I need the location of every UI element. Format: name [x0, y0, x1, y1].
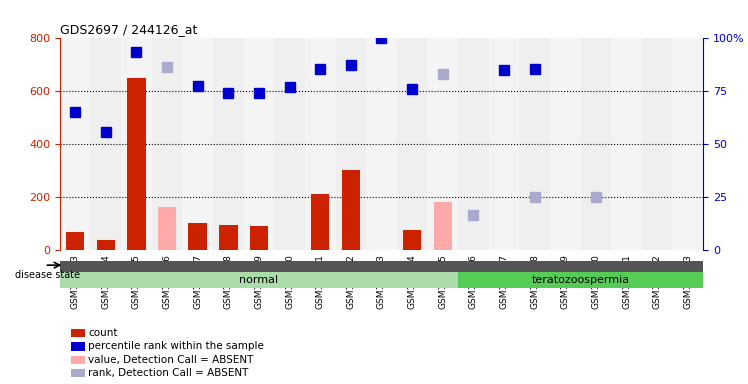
Bar	[275, 38, 305, 250]
Bar	[188, 223, 207, 250]
Bar	[60, 38, 91, 250]
Bar	[396, 38, 427, 250]
Bar	[311, 194, 329, 250]
Bar	[427, 38, 458, 250]
Text: disease state: disease state	[15, 270, 80, 280]
Bar	[336, 38, 367, 250]
Bar	[127, 78, 146, 250]
Text: normal: normal	[239, 275, 278, 285]
Bar	[305, 38, 336, 250]
Bar	[642, 38, 672, 250]
Bar	[121, 38, 152, 250]
Bar	[213, 38, 244, 250]
Text: rank, Detection Call = ABSENT: rank, Detection Call = ABSENT	[88, 368, 248, 378]
Bar	[244, 38, 275, 250]
FancyBboxPatch shape	[458, 272, 703, 288]
Bar	[91, 38, 121, 250]
Bar	[367, 38, 396, 250]
Bar	[66, 232, 85, 250]
Bar	[250, 226, 268, 250]
Bar	[158, 207, 177, 250]
Bar	[219, 225, 238, 250]
Bar	[672, 38, 703, 250]
Bar	[403, 230, 421, 250]
Bar	[550, 38, 580, 250]
Text: count: count	[88, 328, 117, 338]
FancyBboxPatch shape	[60, 261, 703, 272]
Text: GDS2697 / 244126_at: GDS2697 / 244126_at	[60, 23, 197, 36]
Bar	[611, 38, 642, 250]
Bar	[519, 38, 550, 250]
FancyBboxPatch shape	[60, 272, 458, 288]
Text: teratozoospermia: teratozoospermia	[532, 275, 630, 285]
Bar	[183, 38, 213, 250]
Bar	[152, 38, 183, 250]
Bar	[434, 202, 452, 250]
Bar	[580, 38, 611, 250]
Bar	[458, 38, 488, 250]
Text: percentile rank within the sample: percentile rank within the sample	[88, 341, 264, 351]
Text: value, Detection Call = ABSENT: value, Detection Call = ABSENT	[88, 355, 254, 365]
Bar	[342, 170, 360, 250]
Bar	[488, 38, 519, 250]
Bar	[96, 240, 115, 250]
